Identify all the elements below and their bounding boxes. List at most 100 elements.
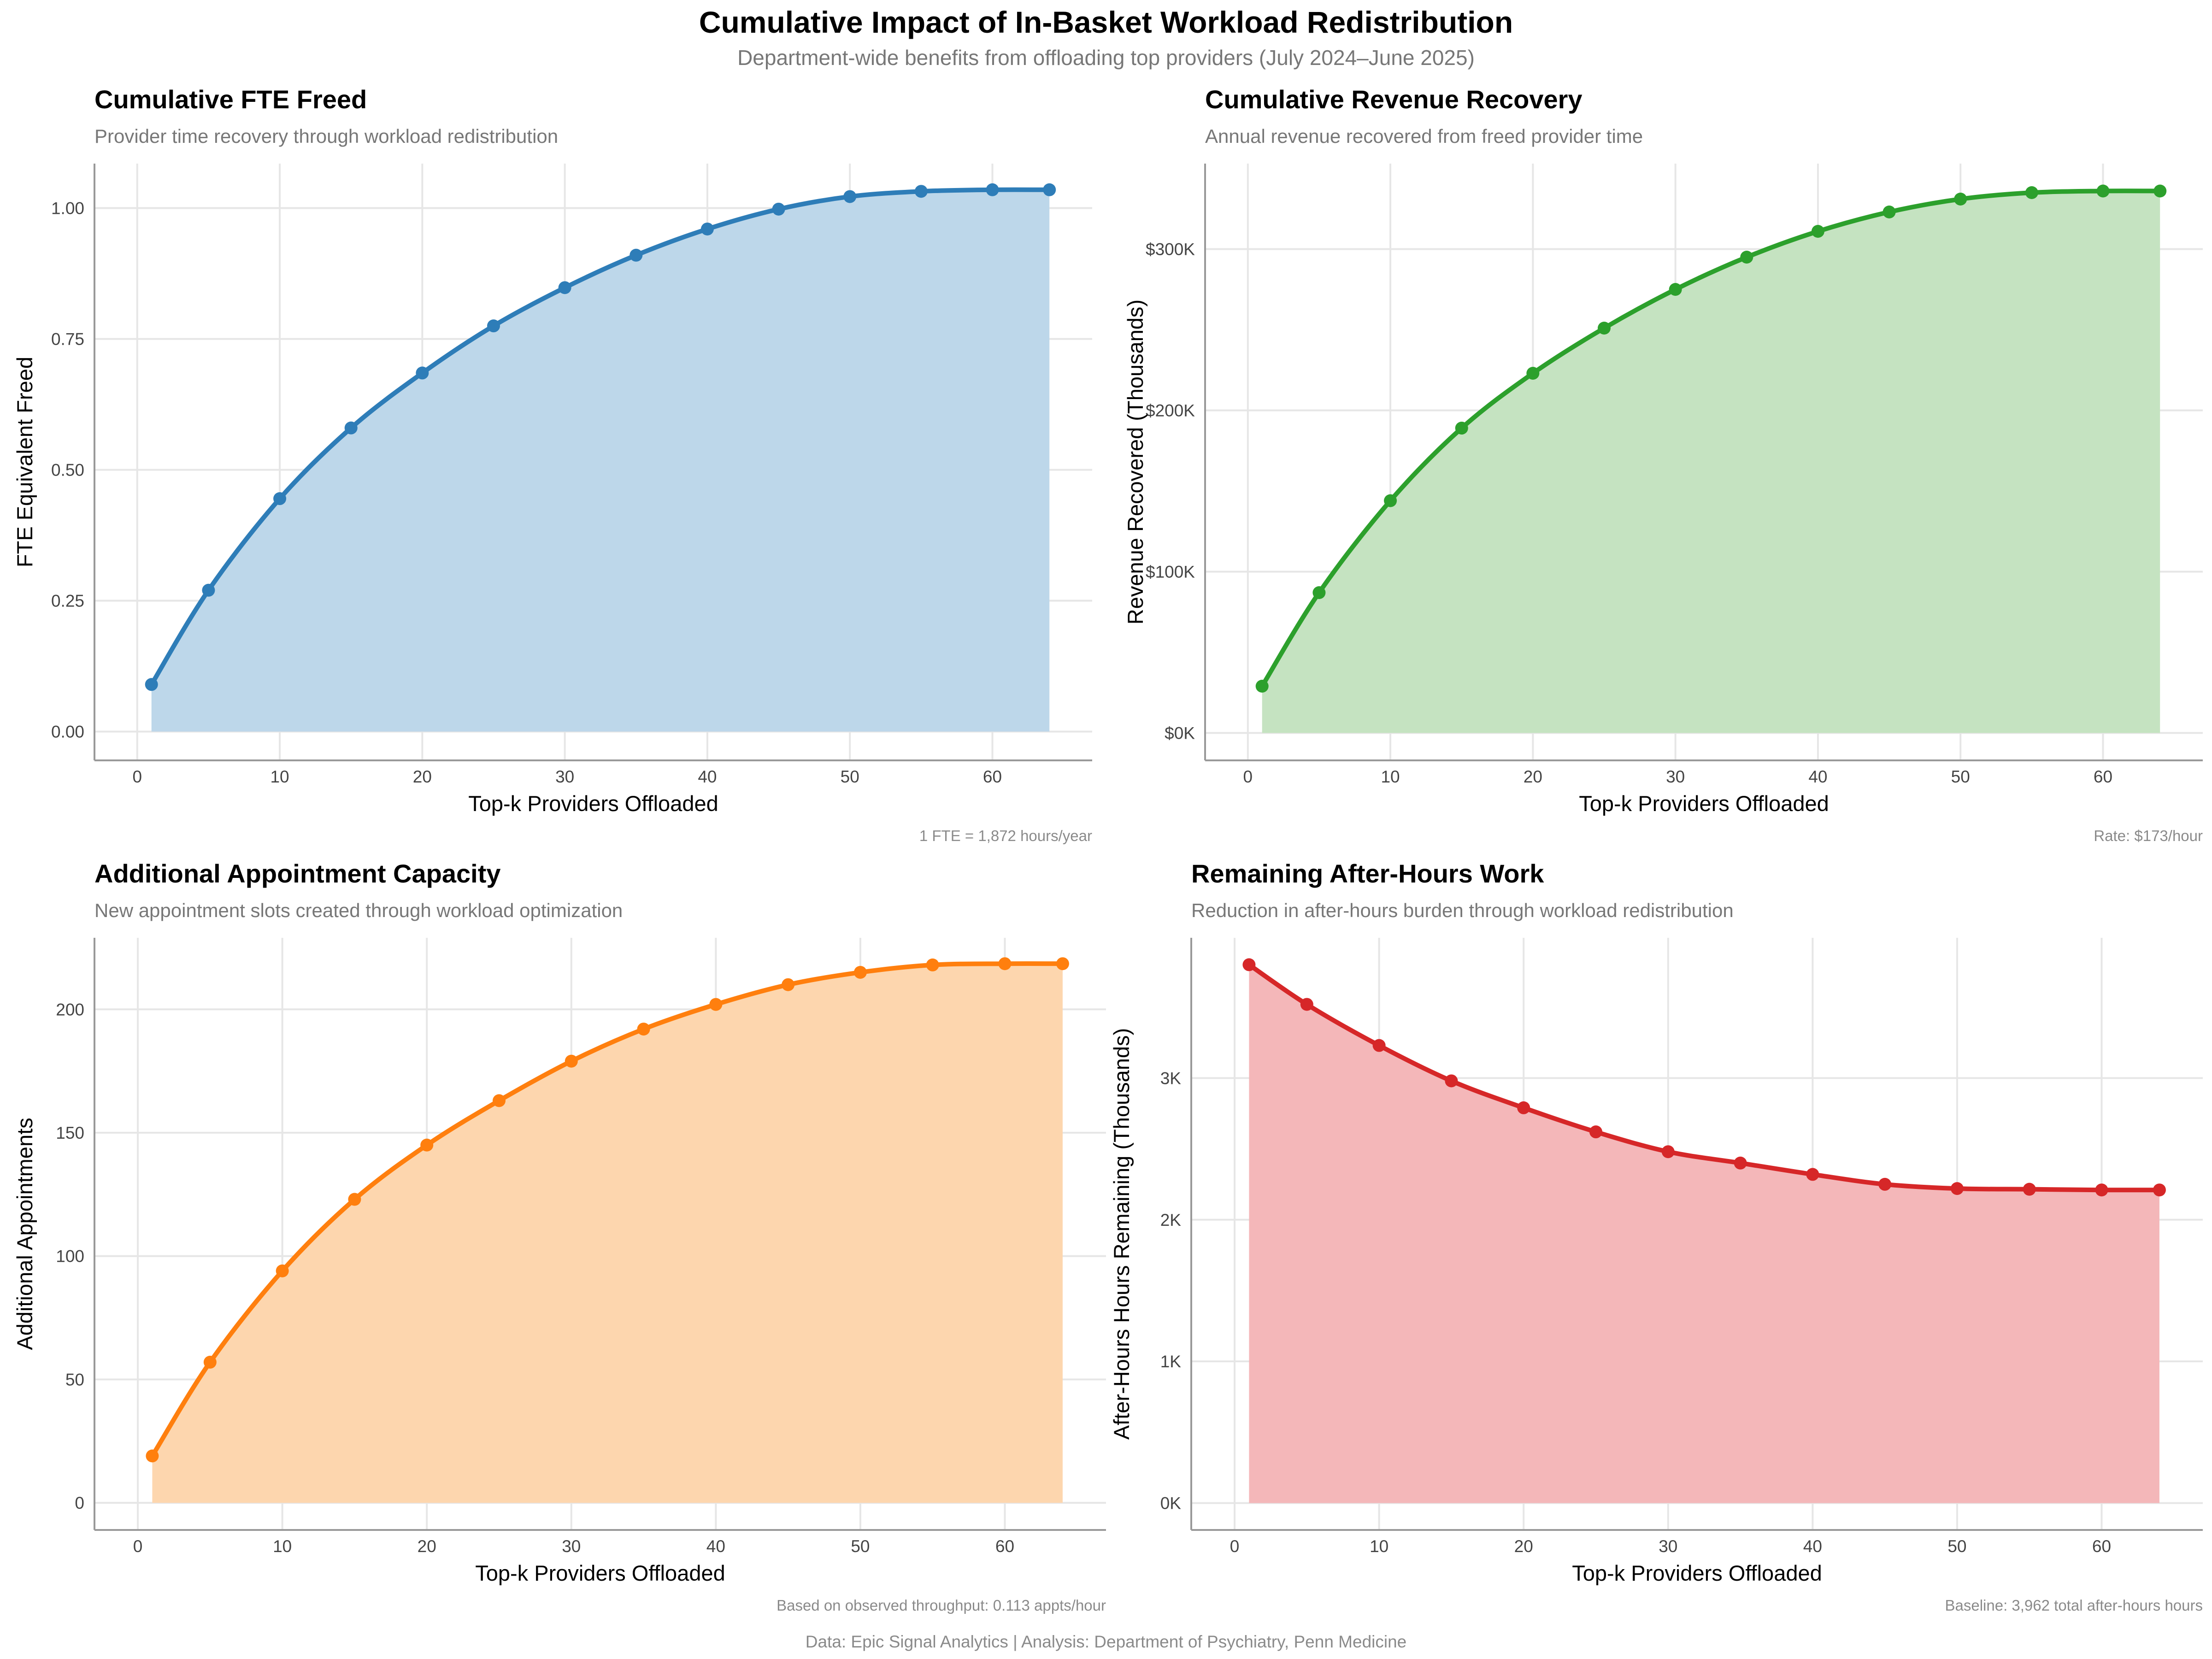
x-tick-label: 20 bbox=[1524, 767, 1542, 786]
y-tick-label: 0K bbox=[1160, 1494, 1182, 1513]
x-tick-label: 10 bbox=[270, 767, 289, 786]
x-tick-label: 60 bbox=[995, 1537, 1014, 1556]
page-subtitle: Department-wide benefits from offloading… bbox=[737, 46, 1475, 70]
panel-title: Cumulative FTE Freed bbox=[94, 85, 367, 114]
x-tick-label: 60 bbox=[983, 767, 1002, 786]
y-axis-label: FTE Equivalent Freed bbox=[12, 357, 37, 567]
data-point bbox=[998, 957, 1012, 971]
data-point bbox=[700, 222, 714, 235]
x-tick-label: 30 bbox=[1666, 767, 1685, 786]
x-tick-label: 0 bbox=[1230, 1537, 1240, 1556]
y-tick-label: 0.00 bbox=[51, 723, 84, 741]
data-point bbox=[1740, 251, 1753, 264]
x-tick-label: 40 bbox=[698, 767, 717, 786]
chart-panel-revenue: Cumulative Revenue Recovery Annual revenu… bbox=[1123, 85, 2203, 844]
data-point bbox=[203, 1355, 217, 1369]
data-point bbox=[1043, 183, 1056, 196]
data-point bbox=[487, 319, 500, 333]
data-point bbox=[914, 185, 928, 198]
y-tick-label: 1.00 bbox=[51, 199, 84, 218]
data-point bbox=[145, 678, 158, 691]
data-point bbox=[926, 958, 939, 971]
data-point bbox=[2153, 184, 2167, 198]
page-footer: Data: Epic Signal Analytics | Analysis: … bbox=[805, 1632, 1407, 1651]
chart-panel-after-hours: Remaining After-Hours Work Reduction in a… bbox=[1109, 859, 2203, 1614]
series-area bbox=[1249, 965, 2159, 1503]
x-tick-label: 30 bbox=[562, 1537, 581, 1556]
data-point bbox=[1372, 1039, 1386, 1052]
data-point bbox=[853, 965, 867, 979]
data-point bbox=[202, 583, 215, 597]
data-point bbox=[772, 202, 785, 216]
data-point bbox=[420, 1138, 434, 1152]
panel-note: 1 FTE = 1,872 hours/year bbox=[919, 827, 1092, 844]
data-point bbox=[1445, 1074, 1458, 1088]
panel-subtitle: Annual revenue recovered from freed prov… bbox=[1205, 125, 1643, 147]
x-tick-label: 40 bbox=[1803, 1537, 1822, 1556]
data-point bbox=[1589, 1125, 1602, 1139]
data-point bbox=[2023, 1182, 2036, 1196]
data-point bbox=[1312, 586, 1326, 599]
data-point bbox=[1300, 998, 1313, 1011]
panel-note: Based on observed throughput: 0.113 appt… bbox=[777, 1597, 1106, 1614]
chart-panel-fte: Cumulative FTE Freed Provider time recove… bbox=[12, 85, 1092, 844]
x-tick-label: 0 bbox=[133, 1537, 143, 1556]
data-point bbox=[1661, 1145, 1675, 1159]
x-axis-label: Top-k Providers Offloaded bbox=[1579, 791, 1829, 816]
data-point bbox=[1517, 1101, 1530, 1114]
data-point bbox=[1950, 1182, 1964, 1195]
y-tick-label: 1K bbox=[1160, 1352, 1182, 1371]
data-point bbox=[1954, 193, 1967, 206]
y-axis-label: Revenue Recovered (Thousands) bbox=[1123, 300, 1147, 624]
x-tick-label: 20 bbox=[418, 1537, 436, 1556]
data-point bbox=[2153, 1183, 2166, 1197]
data-point bbox=[629, 248, 643, 262]
y-tick-label: 150 bbox=[56, 1124, 84, 1142]
data-point bbox=[1598, 322, 1611, 335]
y-tick-label: $300K bbox=[1146, 240, 1195, 259]
y-tick-label: 0.25 bbox=[51, 592, 84, 611]
data-point bbox=[1811, 225, 1824, 238]
data-point bbox=[1669, 283, 1682, 296]
page-title: Cumulative Impact of In-Basket Workload … bbox=[699, 5, 1513, 39]
data-point bbox=[637, 1023, 650, 1036]
data-point bbox=[843, 190, 857, 203]
x-tick-label: 50 bbox=[841, 767, 859, 786]
panel-subtitle: New appointment slots created through wo… bbox=[94, 900, 623, 921]
x-tick-label: 0 bbox=[132, 767, 142, 786]
x-tick-label: 10 bbox=[1370, 1537, 1388, 1556]
x-tick-label: 60 bbox=[2092, 1537, 2111, 1556]
y-tick-label: 200 bbox=[56, 1000, 84, 1019]
y-tick-label: 2K bbox=[1160, 1211, 1182, 1230]
panel-note: Baseline: 3,962 total after-hours hours bbox=[1945, 1597, 2203, 1614]
data-point bbox=[1056, 957, 1069, 971]
y-tick-label: 0.75 bbox=[51, 330, 84, 349]
y-axis-label: Additional Appointments bbox=[12, 1118, 37, 1350]
x-tick-label: 30 bbox=[555, 767, 574, 786]
data-point bbox=[709, 998, 723, 1011]
data-point bbox=[1806, 1168, 1819, 1181]
data-point bbox=[348, 1193, 361, 1206]
x-tick-label: 50 bbox=[1951, 767, 1970, 786]
panel-title: Remaining After-Hours Work bbox=[1191, 859, 1544, 888]
x-tick-label: 60 bbox=[2094, 767, 2112, 786]
x-tick-label: 50 bbox=[1947, 1537, 1966, 1556]
x-axis-label: Top-k Providers Offloaded bbox=[475, 1561, 725, 1585]
data-point bbox=[558, 281, 571, 294]
data-point bbox=[1255, 680, 1269, 693]
data-point bbox=[2096, 184, 2110, 198]
data-point bbox=[1878, 1177, 1892, 1191]
data-point bbox=[1384, 494, 1397, 507]
series-area bbox=[151, 189, 1050, 732]
y-tick-label: 3K bbox=[1160, 1069, 1182, 1088]
x-tick-label: 0 bbox=[1243, 767, 1253, 786]
x-axis-label: Top-k Providers Offloaded bbox=[1572, 1561, 1822, 1585]
series-area bbox=[1262, 191, 2160, 733]
series-area bbox=[152, 964, 1063, 1503]
y-tick-label: 0.50 bbox=[51, 461, 84, 480]
panel-title: Cumulative Revenue Recovery bbox=[1205, 85, 1583, 114]
x-tick-label: 50 bbox=[851, 1537, 870, 1556]
chart-panel-appointments: Additional Appointment Capacity New appoi… bbox=[12, 859, 1106, 1614]
panel-note: Rate: $173/hour bbox=[2094, 827, 2203, 844]
data-point bbox=[1455, 422, 1468, 435]
